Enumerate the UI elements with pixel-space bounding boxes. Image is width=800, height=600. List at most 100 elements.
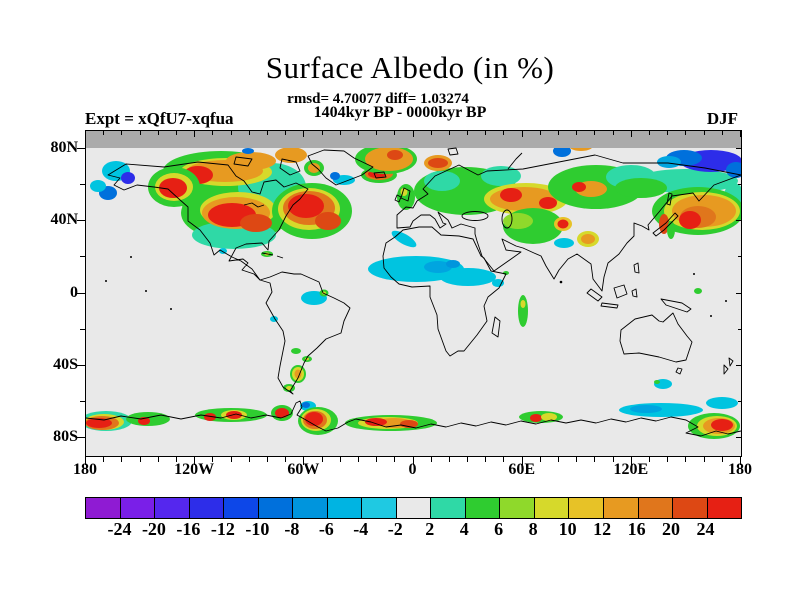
axis-tick: [231, 457, 232, 462]
axis-tick: [358, 457, 359, 462]
lat-tick-label: 0: [70, 283, 78, 301]
colorbar-tick-label: -24: [107, 519, 132, 539]
coast-hispaniola: [276, 255, 284, 259]
coast-antarctica: [86, 400, 741, 437]
colorbar-tick-label: 4: [459, 519, 469, 539]
anomaly-blob: [294, 369, 302, 379]
axis-tick: [413, 131, 414, 137]
axis-tick: [431, 457, 432, 462]
axis-tick: [736, 293, 742, 294]
coastlines: [86, 147, 741, 437]
coast-new-zealand-north: [728, 357, 734, 367]
colorbar-tick-label: 2: [425, 519, 435, 539]
axis-tick: [103, 131, 104, 135]
map-frame: [85, 130, 742, 457]
anomaly-blob: [694, 288, 702, 294]
axis-tick: [340, 457, 341, 462]
axis-tick: [558, 131, 559, 135]
axis-tick: [736, 148, 742, 149]
axis-tick: [540, 131, 541, 135]
coast-java: [600, 302, 619, 309]
axis-tick: [738, 401, 742, 402]
island-dots: [105, 256, 727, 317]
anomaly-blob: [630, 405, 662, 413]
axis-tick: [449, 131, 450, 135]
axis-tick: [77, 437, 85, 438]
axis-tick: [738, 184, 742, 185]
anomaly-blob: [428, 158, 448, 168]
coast-madagascar: [491, 316, 501, 338]
colorbar: [85, 497, 742, 519]
axis-tick: [394, 131, 395, 135]
axis-tick: [158, 457, 159, 462]
axis-tick: [121, 131, 122, 135]
axis-tick: [736, 220, 742, 221]
colorbar-tick-label: -8: [284, 519, 300, 539]
axis-tick: [522, 457, 523, 465]
coast-new-guinea: [660, 298, 692, 313]
axis-tick: [449, 457, 450, 462]
axis-tick: [376, 131, 377, 135]
axis-tick: [738, 256, 742, 257]
anomaly-blob: [572, 182, 586, 192]
anomaly-blob: [90, 180, 106, 192]
colorbar-tick-label: 10: [558, 519, 577, 539]
coast-japan: [652, 212, 679, 237]
axis-tick: [249, 457, 250, 462]
lon-tick-label: 60E: [508, 461, 535, 478]
axis-tick: [340, 131, 341, 135]
colorbar-tick-label: -16: [176, 519, 201, 539]
axis-tick: [631, 131, 632, 137]
anomaly-blobs: [86, 141, 741, 439]
period-line: 1404kyr BP - 0000kyr BP: [313, 104, 487, 121]
anomaly-blob: [315, 212, 341, 230]
lon-tick-label: 120E: [613, 461, 649, 478]
anomaly-blob: [492, 279, 504, 287]
axis-tick: [613, 457, 614, 462]
axis-tick: [80, 256, 85, 257]
anomaly-blob: [711, 419, 733, 431]
anomaly-blob: [500, 188, 522, 202]
axis-tick: [485, 457, 486, 462]
stats-line: rmsd= 4.70077 diff= 1.03274: [287, 91, 469, 107]
lon-tick-label: 60W: [287, 461, 320, 478]
axis-tick: [80, 401, 85, 402]
anomaly-blob: [86, 418, 112, 428]
anomaly-blob: [581, 234, 595, 244]
axis-tick: [140, 457, 141, 462]
colorbar-cell: [672, 498, 707, 518]
anomaly-blob: [226, 411, 242, 419]
coast-victoria-island: [233, 156, 253, 167]
colorbar-tick-label: 6: [494, 519, 504, 539]
colorbar-cell: [119, 498, 155, 518]
colorbar-cell: [326, 498, 362, 518]
anomaly-blob: [387, 150, 403, 160]
colorbar-tick-label: -12: [210, 519, 235, 539]
coast-sakhalin: [666, 192, 673, 206]
axis-tick: [576, 131, 577, 135]
coast-greenland: [307, 149, 374, 186]
anomaly-blob: [291, 348, 301, 354]
axis-tick: [85, 131, 86, 137]
coast-caspian-sea: [501, 209, 513, 229]
lat-tick-label: 40N: [50, 211, 78, 229]
anomaly-blob: [654, 380, 660, 384]
anomaly-blob: [530, 414, 542, 422]
lon-tick-label: 120W: [174, 461, 215, 478]
colorbar-tick-label: -10: [245, 519, 270, 539]
axis-tick: [212, 457, 213, 462]
colorbar-cell: [86, 498, 120, 518]
coast-great-lakes: [243, 202, 265, 208]
anomaly-blob: [657, 156, 681, 168]
axis-tick: [467, 457, 468, 462]
axis-tick: [322, 457, 323, 462]
axis-tick: [322, 131, 323, 135]
axis-tick: [522, 131, 523, 137]
anomaly-blob: [615, 178, 667, 198]
colorbar-tick-label: 12: [593, 519, 612, 539]
lon-tick-label: 180: [728, 461, 752, 478]
axis-tick: [358, 131, 359, 135]
axis-tick: [77, 293, 85, 294]
coast-ireland: [394, 194, 402, 203]
axis-tick: [613, 131, 614, 135]
